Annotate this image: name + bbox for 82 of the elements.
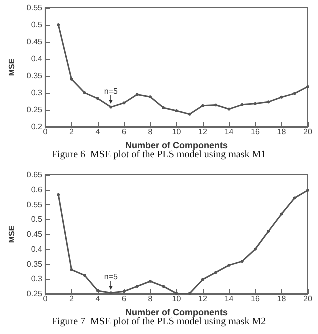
x-tick-label: 14 (224, 128, 234, 136)
annotation: n=5 (104, 86, 118, 96)
y-tick-label: 0.3 (31, 88, 44, 98)
line-series (57, 24, 310, 116)
point (228, 264, 231, 267)
point (136, 93, 139, 96)
point (175, 292, 178, 296)
point (280, 212, 284, 216)
x-tick-label: 2 (69, 128, 74, 136)
point (267, 230, 270, 234)
y-tick-label: 0.5 (31, 215, 44, 224)
x-tick-label: 8 (148, 294, 154, 304)
point (83, 92, 86, 94)
x-tick-label: 16 (251, 294, 260, 304)
y-tick-label: 0.45 (26, 38, 44, 46)
y-tick-label: 0.55 (26, 4, 44, 12)
line-series (57, 188, 310, 296)
x-tick-label: 10 (172, 128, 182, 136)
point (148, 96, 152, 99)
y-tick-label: 0.4 (31, 244, 44, 254)
caption: Figure 6 MSE plot of the PLS model using mask M1 (52, 150, 266, 160)
y-tick-label: 0.35 (26, 72, 44, 80)
point (214, 271, 218, 274)
y-axis-title: MSE (8, 58, 16, 76)
x-axis-title: Number of Components (125, 307, 228, 318)
point (201, 278, 204, 282)
x-tick-label: 0 (43, 294, 48, 304)
annotation: n=5 (104, 272, 118, 282)
point (280, 96, 284, 99)
point (122, 102, 126, 105)
x-tick-label: 14 (224, 294, 234, 304)
y-axis-title: MSE (8, 225, 16, 244)
point (267, 100, 270, 104)
x-tick-label: 12 (198, 294, 208, 304)
x-tick-label: 12 (198, 128, 208, 136)
y-tick-label: 0.3 (31, 274, 44, 284)
x-tick-label: 4 (96, 294, 101, 304)
y-tick-label: 0.5 (31, 20, 44, 30)
y-tick-label: 0.65 (26, 170, 44, 180)
point (228, 108, 231, 111)
x-axis-title: Number of Components (125, 140, 228, 150)
caption: Figure 7 MSE plot of the PLS model using mask M2 (52, 316, 266, 328)
x-tick-label: 10 (172, 294, 182, 304)
point (136, 285, 139, 288)
x-tick-label: 4 (96, 128, 101, 136)
x-tick-label: 20 (304, 128, 313, 136)
point (188, 292, 192, 296)
x-tick-label: 6 (122, 294, 128, 304)
point (254, 102, 257, 106)
point (57, 193, 60, 196)
point (293, 92, 296, 96)
point (96, 97, 100, 100)
point (162, 285, 166, 288)
point (57, 24, 60, 26)
point (240, 260, 244, 264)
y-tick-label: 0.4 (31, 54, 44, 64)
x-tick-label: 2 (69, 294, 74, 304)
x-tick-label: 16 (251, 128, 260, 136)
y-tick-label: 0.25 (26, 290, 44, 298)
y-tick-label: 0.6 (31, 185, 44, 194)
point (293, 196, 296, 200)
point (110, 106, 113, 109)
x-tick-label: 18 (277, 128, 287, 136)
point (254, 248, 257, 251)
x-tick-label: 8 (148, 128, 154, 136)
point (240, 103, 244, 106)
x-tick-label: 20 (304, 294, 313, 304)
point (175, 110, 178, 113)
x-tick-label: 0 (43, 128, 48, 136)
point (70, 268, 74, 272)
y-tick-label: 0.35 (26, 260, 44, 269)
y-tick-label: 0.45 (26, 230, 44, 239)
point (214, 104, 218, 107)
y-tick-label: 0.25 (26, 106, 44, 114)
point (70, 78, 74, 81)
x-tick-label: 18 (277, 294, 287, 304)
x-tick-label: 6 (122, 128, 128, 136)
y-tick-label: 0.55 (26, 200, 44, 210)
point (83, 274, 86, 278)
point (201, 104, 204, 108)
y-tick-label: 0.2 (31, 122, 44, 132)
point (188, 112, 192, 116)
